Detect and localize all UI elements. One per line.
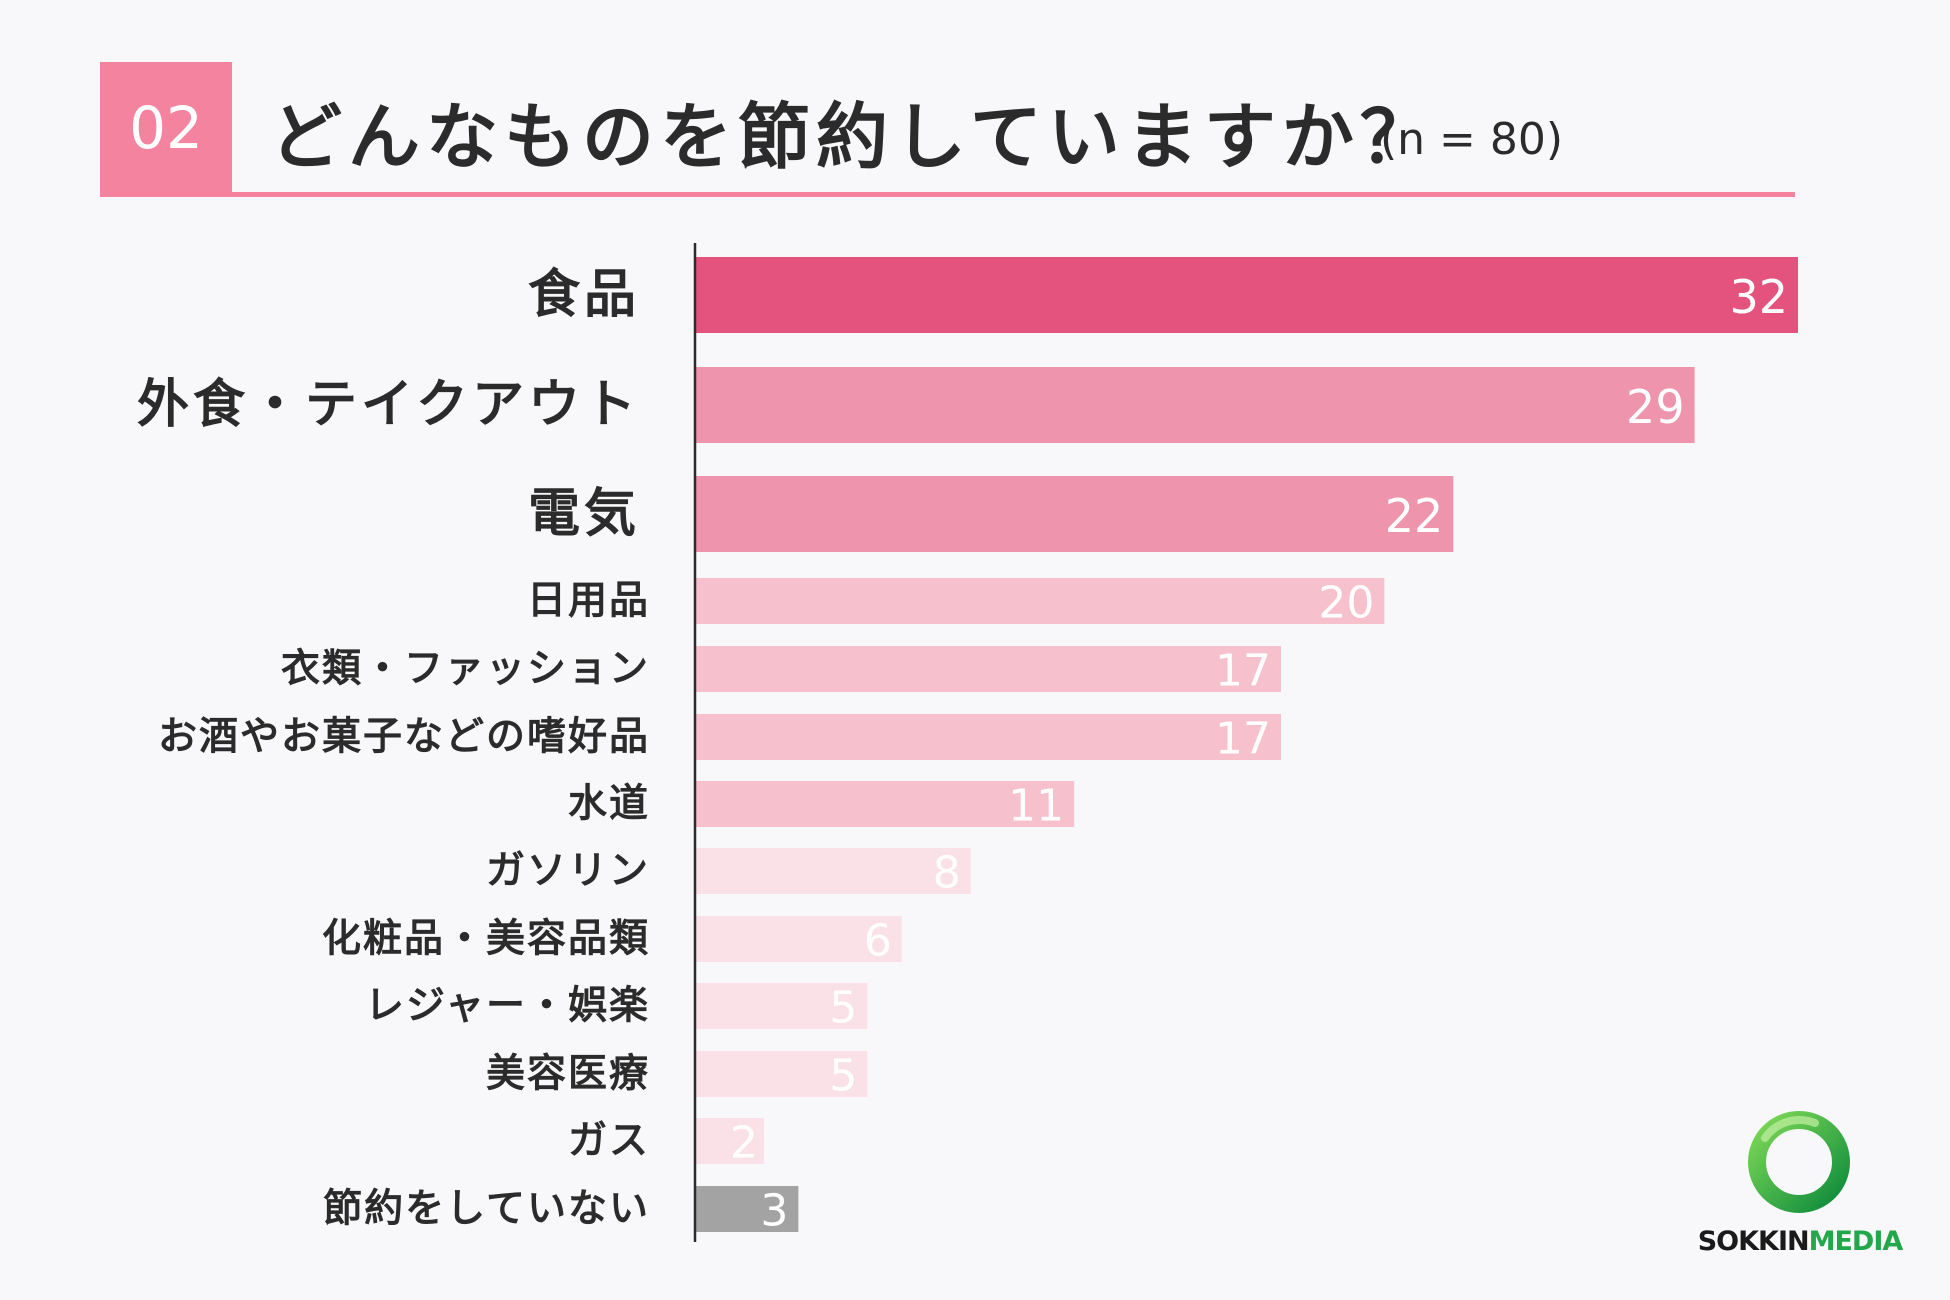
value-label-1: 29 <box>1626 380 1685 434</box>
category-label-1: 外食・テイクアウト <box>137 375 640 435</box>
category-label-3: 日用品 <box>527 579 650 624</box>
value-label-0: 32 <box>1729 270 1788 324</box>
bar-11 <box>695 1118 764 1164</box>
value-label-3: 20 <box>1318 578 1374 629</box>
category-label-0: 食品 <box>528 265 640 325</box>
bar-6 <box>695 781 1075 827</box>
bar-3 <box>695 578 1385 624</box>
bars-layer <box>695 257 1798 1232</box>
value-label-7: 8 <box>933 848 961 899</box>
logo-ring-icon <box>1748 1111 1850 1213</box>
chart-title: どんなものを節約していますか？ <box>270 95 1438 179</box>
bar-7 <box>695 848 971 894</box>
category-label-12: 節約をしていない <box>323 1187 650 1232</box>
value-label-11: 2 <box>730 1118 758 1169</box>
bar-10 <box>695 1051 868 1097</box>
bar-5 <box>695 714 1281 760</box>
bar-12 <box>695 1186 799 1232</box>
category-label-11: ガス <box>568 1119 650 1164</box>
bar-8 <box>695 916 902 962</box>
category-label-8: 化粧品・美容品類 <box>322 917 650 962</box>
bar-4 <box>695 646 1281 692</box>
bar-9 <box>695 983 868 1029</box>
value-label-8: 6 <box>864 916 892 967</box>
sokkin-media-logo: SOKKINMEDIA <box>1690 1108 1910 1258</box>
category-label-4: 衣類・ファッション <box>281 647 650 692</box>
section-number-badge: 02 <box>100 62 232 194</box>
value-label-12: 3 <box>760 1186 788 1237</box>
value-label-9: 5 <box>829 983 857 1034</box>
bar-2 <box>695 476 1454 552</box>
category-label-7: ガソリン <box>486 849 650 894</box>
chart-header: 02 どんなものを節約していますか？ (n = 80) <box>100 62 1795 198</box>
header-underline <box>100 192 1795 197</box>
sample-size-label: (n = 80) <box>1380 114 1564 165</box>
category-label-2: 電気 <box>528 484 640 544</box>
category-labels-layer: 食品外食・テイクアウト電気日用品衣類・ファッションお酒やお菓子などの嗜好品水道ガ… <box>137 265 650 1232</box>
category-label-6: 水道 <box>568 782 650 827</box>
bar-1 <box>695 367 1695 443</box>
category-label-10: 美容医療 <box>486 1052 650 1097</box>
value-label-6: 11 <box>1008 781 1064 832</box>
value-label-5: 17 <box>1215 714 1271 765</box>
value-label-2: 22 <box>1385 489 1444 543</box>
category-label-5: お酒やお菓子などの嗜好品 <box>158 715 650 760</box>
value-label-10: 5 <box>829 1051 857 1102</box>
logo-wordmark-part2: MEDIA <box>1808 1226 1904 1257</box>
category-label-9: レジャー・娯楽 <box>365 984 650 1029</box>
logo-wordmark: SOKKINMEDIA <box>1690 1226 1910 1257</box>
bar-0 <box>695 257 1798 333</box>
value-label-4: 17 <box>1215 646 1271 697</box>
logo-wordmark-part1: SOKKIN <box>1697 1226 1810 1257</box>
